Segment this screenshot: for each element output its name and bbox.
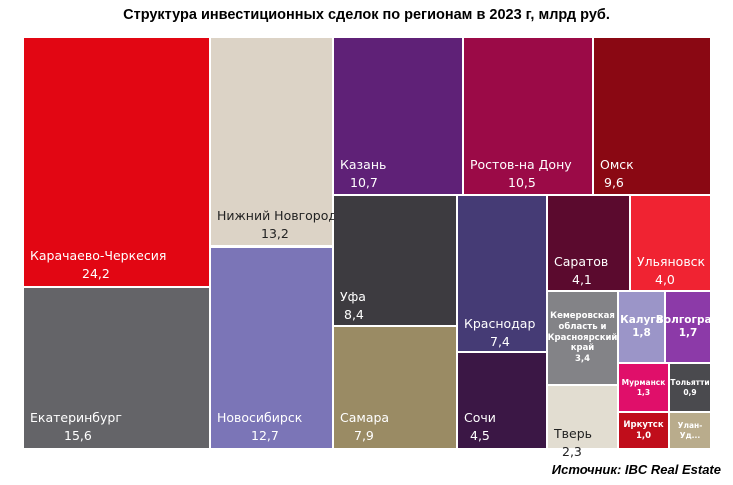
cell-label: Улан-Уд... <box>677 421 703 440</box>
treemap-cell: Мурманск 1,3 <box>619 364 668 411</box>
treemap-cell: Тверь 2,3 <box>548 386 617 459</box>
chart-title: Структура инвестиционных сделок по регио… <box>123 7 610 23</box>
treemap-cell: Кемеровская область и Красноярский край 3… <box>548 292 617 384</box>
treemap-cell: Краснодар 7,4 <box>458 196 546 351</box>
cell-value: 7,4 <box>490 334 510 349</box>
treemap-cell: Тольятти 0,9 <box>670 364 710 411</box>
cell-label: Уфа <box>340 289 366 304</box>
treemap-cell: Казань 10,7 <box>334 38 462 194</box>
cell-value: 7,9 <box>354 428 374 443</box>
source-note: Источник: IBC Real Estate <box>551 462 721 477</box>
treemap-cell: Омск 9,6 <box>594 38 710 194</box>
treemap-cell: Ульяновск 4,0 <box>631 196 710 290</box>
treemap-cell: Самара 7,9 <box>334 327 456 448</box>
cell-label: Самара <box>340 410 390 425</box>
cell-value: 4,5 <box>470 428 490 443</box>
cell-value: 0,9 <box>683 387 697 397</box>
cell-value: 10,5 <box>508 175 536 190</box>
cell-value: 1,0 <box>635 430 652 441</box>
treemap-cell: Иркутск 1,0 <box>619 413 668 448</box>
cell-label: Казань <box>340 157 387 172</box>
cell-label: Екатеринбург <box>30 410 122 425</box>
cell-label: Саратов <box>554 254 609 269</box>
cell-value: 1,3 <box>636 387 651 397</box>
cell-value: 2,3 <box>562 444 582 459</box>
cell-label: Нижний Новгород <box>217 208 338 223</box>
cell-value: 10,7 <box>350 175 378 190</box>
cell-label: Иркутск <box>623 419 664 430</box>
treemap-cell: Саратов 4,1 <box>548 196 629 290</box>
cell-value: 9,6 <box>604 175 624 190</box>
treemap-cell: Ростов-на Дону 10,5 <box>464 38 592 194</box>
treemap-cell: Улан-Уд... <box>670 413 710 448</box>
cell-value: 24,2 <box>82 266 110 281</box>
cell-value: 1,8 <box>632 327 651 339</box>
cell-value: 8,4 <box>344 307 364 322</box>
treemap-cell: Екатеринбург 15,6 <box>24 288 209 448</box>
cell-label: Тольятти <box>670 378 710 388</box>
cell-value: 4,1 <box>572 272 592 287</box>
treemap-cell: Уфа 8,4 <box>334 196 456 325</box>
treemap-cell: Калуга 1,8 <box>619 292 664 362</box>
cell-label: Омск <box>600 157 634 172</box>
cell-value: 3,4 <box>574 353 591 364</box>
cell-label: Калуга <box>620 313 663 326</box>
cell-label: Ростов-на Дону <box>470 157 572 172</box>
treemap-cell: Сочи 4,5 <box>458 353 546 448</box>
cell-label: Краснодар <box>464 316 536 331</box>
cell-value: 12,7 <box>251 428 279 443</box>
cell-value: 4,0 <box>655 272 675 287</box>
cell-value: 13,2 <box>261 226 289 241</box>
cell-label: Ульяновск <box>637 254 706 269</box>
treemap-cell: Карачаево-Черкесия 24,2 <box>24 38 209 286</box>
cell-label: Мурманск <box>621 378 666 388</box>
cell-label: Новосибирск <box>217 410 303 425</box>
treemap-cell: Нижний Новгород 13,2 <box>211 38 337 245</box>
treemap-cell: Новосибирск 12,7 <box>211 248 332 448</box>
treemap-cell: Волгоград 1,7 <box>656 292 720 362</box>
cell-label: Сочи <box>464 410 496 425</box>
cell-value: 1,7 <box>678 327 698 339</box>
cell-label: Кемеровская область и Красноярский край <box>547 311 618 354</box>
cell-label: Волгоград <box>655 313 721 326</box>
cell-value: 15,6 <box>64 428 92 443</box>
cell-label: Карачаево-Черкесия <box>30 248 167 263</box>
cell-label: Тверь <box>554 426 592 441</box>
